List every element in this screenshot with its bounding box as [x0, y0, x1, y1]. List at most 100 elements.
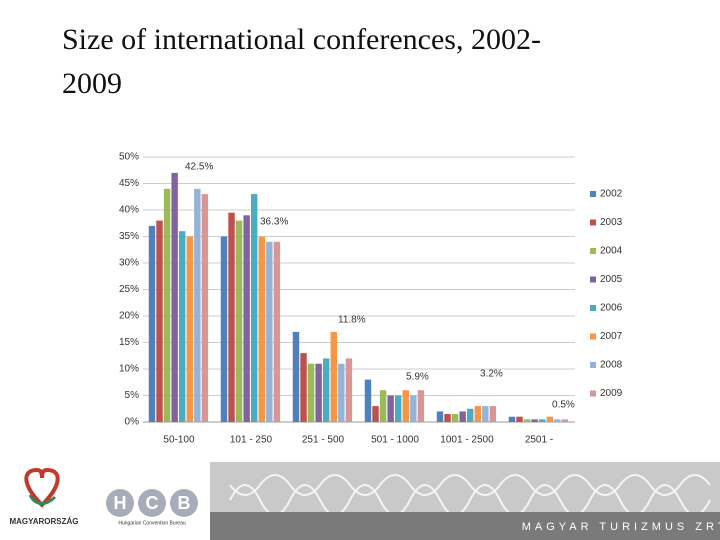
hcb-circle — [138, 489, 166, 517]
y-tick-label: 40% — [119, 205, 139, 216]
legend-swatch — [590, 362, 596, 368]
bar — [243, 215, 250, 422]
annotation: 5.9% — [406, 372, 429, 383]
bar — [402, 390, 409, 422]
y-tick-label: 50% — [119, 152, 139, 163]
x-tick-label: 101 - 250 — [230, 435, 273, 446]
annotation: 11.8% — [338, 315, 366, 326]
bar — [235, 220, 243, 422]
bar — [194, 188, 201, 422]
bar — [186, 236, 193, 422]
bar — [338, 363, 345, 422]
y-tick-label: 20% — [119, 311, 139, 322]
bar — [410, 395, 417, 422]
bar — [387, 395, 394, 422]
legend-label: 2004 — [600, 246, 623, 257]
bar — [539, 419, 546, 422]
bar — [345, 358, 353, 422]
bar — [561, 419, 569, 422]
bar — [315, 363, 322, 422]
x-tick-label: 50-100 — [163, 435, 195, 446]
x-tick-label: 2501 - — [525, 435, 553, 446]
bar — [395, 395, 402, 422]
annotation: 36.3% — [260, 217, 288, 228]
legend-swatch — [590, 333, 596, 340]
y-tick-label: 35% — [119, 231, 139, 242]
bar — [220, 236, 228, 422]
legend-label: 2009 — [600, 388, 623, 399]
bar — [300, 353, 307, 422]
bar — [258, 236, 265, 422]
bar — [436, 411, 444, 422]
hcb-name: Hungarian Convention Bureau — [118, 520, 185, 526]
x-tick-label: 501 - 1000 — [371, 435, 419, 446]
legend-label: 2008 — [600, 360, 623, 371]
bar — [379, 390, 387, 422]
heart-logo — [24, 467, 60, 508]
y-tick-label: 25% — [119, 284, 139, 295]
bar — [163, 188, 171, 422]
bar — [266, 241, 273, 422]
annotation: 42.5% — [185, 162, 213, 173]
annotation: 3.2% — [480, 369, 503, 380]
bar — [201, 194, 209, 422]
bar — [554, 419, 561, 422]
y-tick-label: 45% — [119, 178, 139, 189]
legend-label: 2003 — [600, 217, 623, 228]
legend-label: 2007 — [600, 331, 623, 342]
legend-label: 2006 — [600, 303, 623, 314]
bar — [364, 379, 372, 422]
y-tick-label: 10% — [119, 364, 139, 375]
bar — [489, 406, 497, 422]
bar — [330, 331, 337, 422]
bar — [546, 416, 553, 422]
bar — [156, 220, 163, 422]
bar — [323, 358, 330, 422]
x-tick-label: 251 - 500 — [302, 435, 345, 446]
bar — [148, 225, 156, 422]
legend-label: 2005 — [600, 274, 623, 285]
country: MAGYARORSZÁG — [9, 517, 78, 526]
bar — [516, 416, 523, 422]
bar — [508, 416, 516, 422]
bar — [531, 419, 538, 422]
bar — [228, 212, 235, 422]
hcb-letter: C — [146, 493, 159, 513]
x-tick-label: 1001 - 2500 — [440, 435, 494, 446]
hcb-letter: B — [178, 493, 191, 513]
y-tick-label: 5% — [125, 390, 140, 401]
hcb-letter: H — [114, 493, 127, 513]
hcb-circle — [106, 489, 134, 517]
bar — [467, 408, 474, 422]
legend-swatch — [590, 248, 596, 254]
legend-swatch — [590, 390, 596, 397]
legend-swatch — [590, 305, 596, 311]
bar — [307, 363, 315, 422]
bar — [482, 406, 489, 422]
bar — [451, 414, 459, 422]
company-strip — [210, 512, 720, 540]
legend-swatch — [590, 191, 596, 197]
legend-swatch — [590, 219, 596, 226]
bar — [251, 194, 258, 422]
bar — [292, 331, 300, 422]
bar — [417, 390, 425, 422]
company: MAGYAR TURIZMUS ZRT. — [522, 521, 720, 533]
y-tick-label: 15% — [119, 337, 139, 348]
bar — [171, 172, 178, 422]
annotation: 0.5% — [552, 400, 575, 411]
bar — [474, 406, 481, 422]
legend-swatch — [590, 276, 596, 283]
bar — [459, 411, 466, 422]
y-tick-label: 0% — [125, 417, 140, 428]
bar — [444, 414, 451, 422]
bar — [273, 241, 281, 422]
bar — [523, 419, 531, 422]
hcb-circle — [170, 489, 198, 517]
bar — [372, 406, 379, 422]
legend-label: 2002 — [600, 189, 623, 200]
heart-logo-green — [28, 494, 57, 505]
y-tick-label: 30% — [119, 258, 139, 269]
